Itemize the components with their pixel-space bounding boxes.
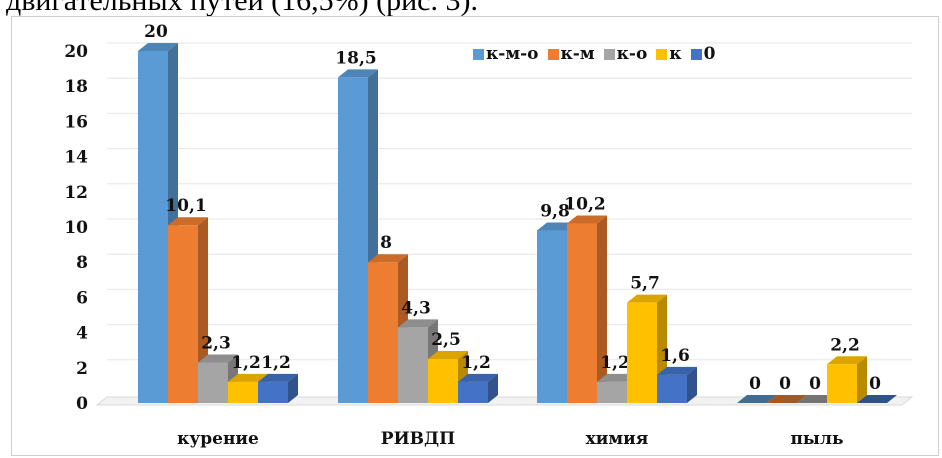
x-category-label: курение: [177, 429, 259, 449]
y-tick-label: 14: [64, 148, 88, 168]
legend-item: к: [656, 44, 682, 64]
legend-swatch: [690, 48, 702, 60]
data-label: 10,2: [564, 194, 605, 214]
y-tick-label: 20: [64, 42, 88, 62]
data-label: 8: [380, 233, 392, 253]
y-tick-label: 16: [64, 112, 88, 132]
y-tick-label: 4: [76, 324, 88, 344]
bar: [827, 364, 857, 403]
data-label: 1,2: [231, 353, 261, 373]
legend-label: к-м-о: [486, 44, 539, 64]
data-label: 0: [869, 374, 881, 394]
data-label: 2,5: [431, 330, 461, 350]
y-tick-label: 10: [64, 218, 88, 238]
bar-side: [687, 366, 697, 403]
legend-swatch: [603, 48, 615, 60]
bar-top: [627, 294, 667, 303]
bar-top: [458, 373, 498, 382]
legend-item: к-м-о: [473, 44, 539, 64]
caption-text: двигательных путей (16,5%) (рис. 3).: [6, 0, 478, 17]
bar-top: [338, 69, 378, 78]
bar: [338, 77, 368, 404]
data-label: 5,7: [630, 274, 660, 294]
data-label: 1,6: [660, 346, 690, 366]
bar: [428, 359, 458, 403]
legend-item: 0: [690, 44, 716, 64]
bar: [368, 262, 398, 403]
bar: [537, 230, 567, 403]
legend-swatch: [656, 48, 668, 60]
y-tick-label: 0: [76, 394, 88, 414]
bar-top: [198, 354, 238, 363]
chart-floor: [95, 396, 914, 406]
bar: [627, 302, 657, 403]
bar-side: [857, 356, 867, 403]
legend-label: к-о: [616, 44, 648, 64]
bar-top: [138, 43, 178, 51]
legend-label: 0: [703, 44, 716, 64]
data-label: 20: [144, 22, 168, 42]
bar-top: [168, 217, 208, 226]
y-tick-label: 12: [64, 183, 88, 203]
y-tick-label: 6: [76, 288, 88, 308]
bar: [458, 381, 488, 403]
bar: [767, 395, 807, 403]
data-label: 1,2: [600, 353, 630, 373]
bar-top: [258, 373, 298, 382]
bar: [138, 51, 168, 403]
data-label: 10,1: [165, 196, 206, 216]
legend-label: к: [669, 44, 682, 64]
bar-top: [398, 319, 438, 328]
data-label: 2,3: [201, 334, 231, 354]
bar-top: [827, 356, 867, 365]
bar-side: [597, 215, 607, 403]
data-label: 2,2: [830, 335, 860, 355]
bar-top: [567, 215, 607, 224]
bar-top: [228, 373, 268, 382]
bar-top: [368, 254, 408, 263]
bar-top: [657, 366, 697, 375]
legend-item: к-м: [547, 44, 595, 64]
legend-swatch: [547, 48, 559, 60]
legend-item: к-о: [603, 44, 648, 64]
bar: [198, 362, 228, 403]
data-label: 9,8: [540, 202, 570, 222]
bar: [597, 381, 627, 403]
data-label: 18,5: [335, 48, 376, 68]
data-label: 1,2: [261, 353, 291, 373]
data-label: 0: [809, 374, 821, 394]
bar: [567, 223, 597, 403]
data-label: 1,2: [461, 353, 491, 373]
y-tick-label: 2: [76, 359, 88, 379]
data-label: 4,3: [401, 298, 431, 318]
bar-side: [488, 373, 498, 403]
bar: [228, 381, 258, 403]
x-category-label: пыль: [790, 429, 843, 449]
chart-frame: [11, 16, 939, 456]
bar: [398, 327, 428, 403]
bar-top: [428, 351, 468, 359]
bar: [857, 395, 897, 403]
legend-swatch: [473, 48, 484, 60]
data-label: 0: [749, 374, 761, 394]
bar-side: [288, 373, 298, 403]
bar: [258, 381, 288, 403]
y-tick-label: 8: [76, 253, 88, 273]
x-category-label: РИВДП: [381, 429, 455, 449]
bar: [657, 374, 687, 403]
y-tick-label: 18: [64, 77, 88, 97]
chart-legend: к-м-о к-м к-о к 0: [473, 44, 715, 64]
data-label: 0: [779, 374, 791, 394]
legend-label: к-м: [560, 44, 595, 64]
bar: [168, 225, 198, 403]
bar: [737, 395, 777, 403]
x-category-label: химия: [586, 429, 649, 449]
